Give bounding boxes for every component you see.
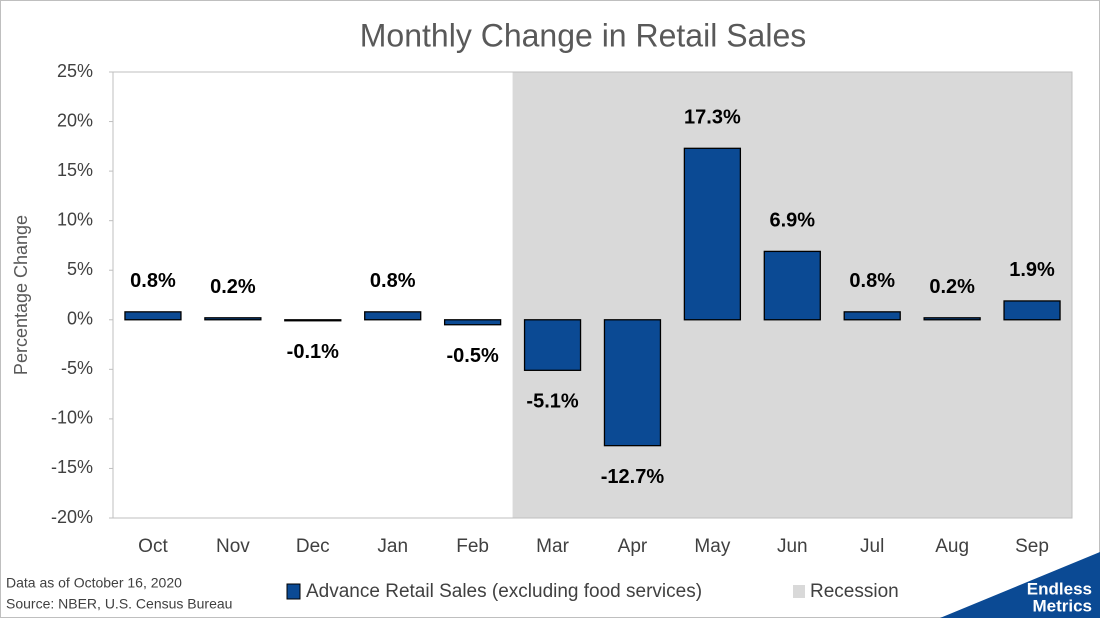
- bar: [523, 319, 582, 371]
- bar: [364, 311, 422, 321]
- bar: [843, 311, 901, 321]
- chart-title: Monthly Change in Retail Sales: [360, 17, 806, 53]
- y-tick-label: -10%: [51, 408, 93, 428]
- y-tick-label: 15%: [57, 160, 93, 180]
- y-tick-label: 20%: [57, 110, 93, 130]
- bar: [443, 319, 502, 326]
- legend-label: Advance Retail Sales (excluding food ser…: [306, 581, 702, 602]
- note: Source: NBER, U.S. Census Bureau: [6, 596, 232, 612]
- bar: [204, 317, 262, 321]
- value-label: 0.8%: [849, 270, 895, 292]
- x-tick-label: Feb: [456, 536, 489, 557]
- value-label: 6.9%: [769, 210, 815, 232]
- bar: [603, 319, 662, 447]
- y-tick-label: -20%: [51, 507, 93, 527]
- logo-text: Endless: [1027, 579, 1092, 598]
- y-tick-label: 10%: [57, 209, 93, 229]
- x-tick-label: Jun: [777, 536, 808, 557]
- x-tick-label: Apr: [618, 536, 648, 557]
- y-tick-label: -15%: [51, 457, 93, 477]
- value-label: -0.1%: [287, 341, 339, 363]
- plot-border: [112, 71, 1073, 519]
- value-label: 0.8%: [370, 270, 416, 292]
- logo-text: Metrics: [1032, 596, 1092, 615]
- x-tick-label: Jan: [377, 536, 408, 557]
- x-tick-label: Nov: [216, 536, 250, 557]
- value-label: 17.3%: [684, 107, 741, 129]
- value-label: -12.7%: [601, 466, 665, 488]
- logo-shape: [940, 552, 1100, 618]
- value-label: 0.2%: [929, 276, 975, 298]
- value-label: 1.9%: [1009, 259, 1055, 281]
- bar: [284, 319, 342, 322]
- bar: [683, 147, 742, 321]
- bar: [124, 311, 182, 321]
- x-tick-label: Oct: [138, 536, 168, 557]
- y-tick-label: 5%: [67, 259, 93, 279]
- note: Data as of October 16, 2020: [6, 575, 182, 591]
- bar: [1003, 300, 1061, 321]
- value-label: -0.5%: [447, 345, 499, 367]
- x-tick-label: Sep: [1015, 536, 1049, 557]
- value-label: -5.1%: [526, 391, 578, 413]
- value-label: 0.2%: [210, 276, 256, 298]
- value-label: 0.8%: [130, 270, 176, 292]
- y-axis-label: Percentage Change: [11, 215, 31, 375]
- legend-label: Recession: [810, 581, 899, 602]
- legend-swatch: [286, 583, 301, 600]
- y-tick-label: -5%: [61, 358, 93, 378]
- x-tick-label: Aug: [935, 536, 969, 557]
- x-tick-label: Mar: [536, 536, 569, 557]
- y-tick-label: 25%: [57, 61, 93, 81]
- x-tick-label: Dec: [296, 536, 330, 557]
- x-tick-label: May: [694, 536, 730, 557]
- x-tick-label: Jul: [860, 536, 884, 557]
- bar: [923, 317, 981, 321]
- bar: [763, 250, 821, 321]
- y-tick-label: 0%: [67, 309, 93, 329]
- legend-swatch: [793, 585, 805, 598]
